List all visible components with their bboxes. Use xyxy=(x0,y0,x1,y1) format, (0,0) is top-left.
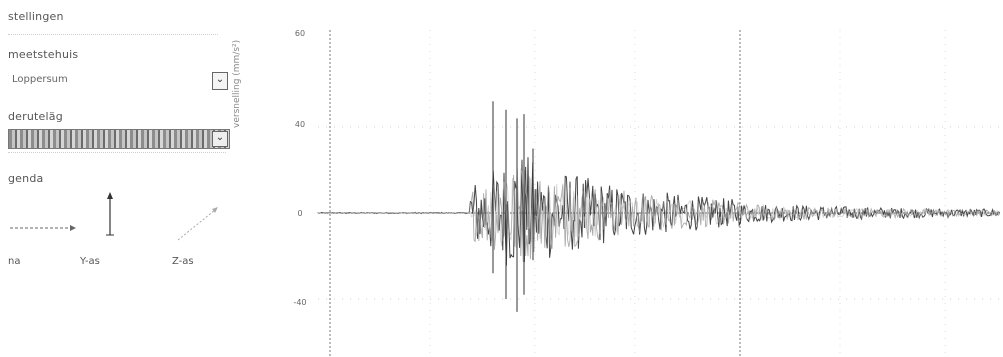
settings-sidebar: stellingen meetstehuis Loppersum ⌄ derut… xyxy=(0,0,240,357)
y-tick-labels: 60 40 0 -40 xyxy=(293,29,306,307)
chart-traces xyxy=(317,101,1000,312)
x-axis-arrow-icon xyxy=(10,225,76,231)
divider xyxy=(8,34,218,37)
station-label: meetstehuis xyxy=(8,48,79,61)
legend-icons xyxy=(10,192,218,241)
legend-x-label: na xyxy=(8,256,21,267)
chart-grid xyxy=(318,30,1000,357)
y-tick-label: 0 xyxy=(297,209,302,218)
legend-title: genda xyxy=(8,172,44,185)
divider xyxy=(8,152,226,155)
station-select[interactable]: Loppersum ⌄ xyxy=(8,70,230,92)
y-tick-label: 60 xyxy=(295,29,305,38)
settings-title: stellingen xyxy=(8,10,64,23)
station-select-value: Loppersum xyxy=(12,74,68,85)
y-tick-label: 40 xyxy=(295,120,305,129)
legend-y-label: Y-as xyxy=(80,256,100,267)
chevron-down-icon[interactable]: ⌄ xyxy=(212,131,228,147)
y-axis-arrow-icon xyxy=(106,192,114,236)
trace-line xyxy=(317,168,1000,248)
z-axis-arrow-icon xyxy=(177,207,218,241)
chevron-down-icon[interactable]: ⌄ xyxy=(212,72,228,90)
legend-z-label: Z-as xyxy=(172,256,194,267)
y-tick-label: -40 xyxy=(293,298,306,307)
event-select[interactable]: ⌄ xyxy=(8,129,230,149)
event-label: deruteläg xyxy=(8,110,63,123)
